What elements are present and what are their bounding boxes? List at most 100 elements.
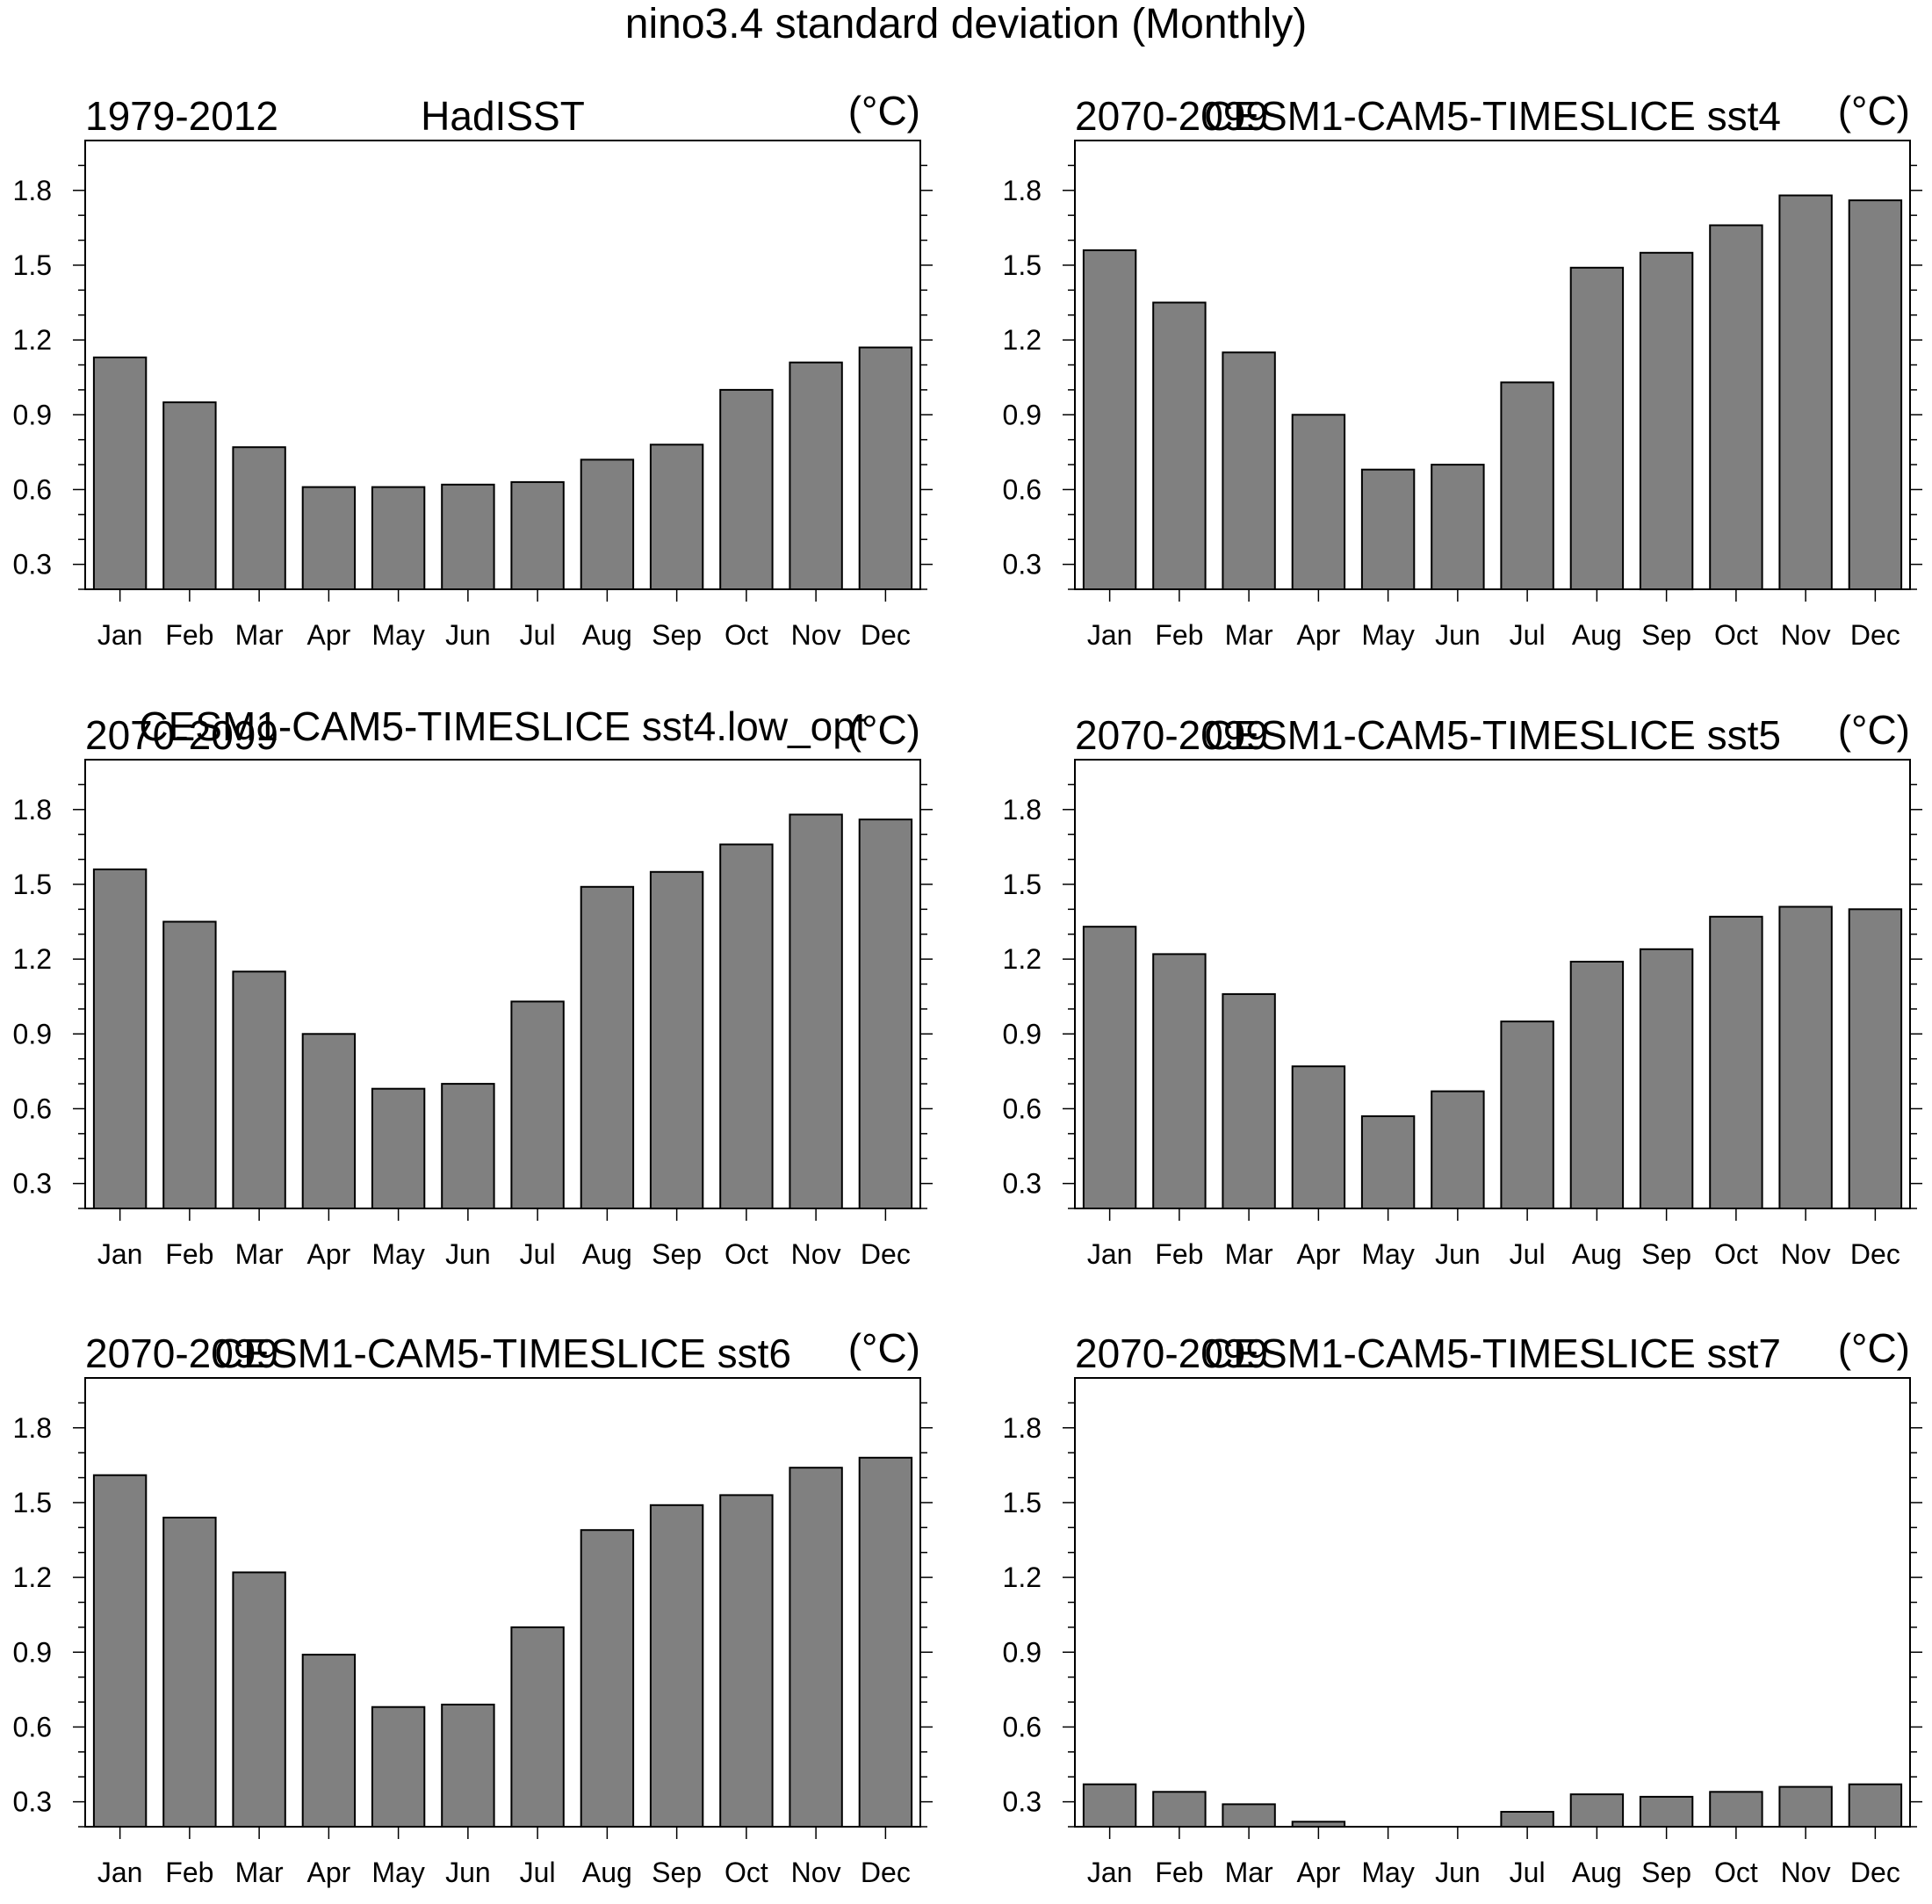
x-tick-label: Mar — [235, 619, 284, 651]
x-tick-label: Jun — [1435, 1238, 1481, 1270]
bar-mar — [1222, 1803, 1276, 1828]
y-tick-label: 1.2 — [1003, 324, 1042, 356]
panel-center-title: HadISST — [421, 93, 585, 139]
bar-oct — [719, 1494, 774, 1828]
bar-feb — [162, 1517, 217, 1828]
bar-aug — [1569, 1793, 1625, 1828]
bar-mar — [1222, 351, 1276, 590]
bar-dec — [858, 346, 913, 590]
panel-center-title: CESM1-CAM5-TIMESLICE sst4.low_opt — [139, 703, 866, 749]
x-tick-label: Oct — [724, 1238, 768, 1270]
x-tick-label: Nov — [1781, 1857, 1831, 1888]
x-tick-label: Aug — [582, 619, 632, 651]
panel-left-title: 1979-2012 — [85, 93, 278, 139]
bar-dec — [858, 819, 913, 1209]
bar-oct — [1709, 915, 1763, 1210]
x-tick-label: Feb — [1155, 1238, 1203, 1270]
x-tick-label: Sep — [652, 619, 702, 651]
x-tick-label: Feb — [165, 619, 213, 651]
y-tick-label: 0.3 — [13, 549, 52, 581]
x-tick-label: Feb — [1155, 619, 1203, 651]
x-tick-label: Jul — [1510, 619, 1546, 651]
x-tick-label: May — [1361, 619, 1414, 651]
x-tick-label: Aug — [1572, 619, 1622, 651]
y-tick-label: 1.2 — [13, 943, 52, 975]
bar-jun — [1431, 464, 1485, 590]
bar-jul — [1500, 1021, 1554, 1209]
bar-jul — [1500, 1811, 1554, 1828]
panel-center-title: CESM1-CAM5-TIMESLICE sst4 — [1204, 93, 1781, 139]
panel-units: (°C) — [848, 88, 920, 133]
x-tick-label: Jun — [445, 619, 491, 651]
bar-apr — [301, 486, 357, 590]
x-tick-label: Jan — [97, 1857, 143, 1888]
x-tick-label: Nov — [1781, 1238, 1831, 1270]
panel-center-title: CESM1-CAM5-TIMESLICE sst6 — [214, 1331, 791, 1376]
x-tick-label: Aug — [582, 1857, 632, 1888]
panel-left-title: 2070-2099 — [85, 1331, 278, 1376]
x-tick-label: Jan — [1087, 619, 1133, 651]
bar-feb — [162, 401, 217, 590]
bar-may — [1360, 1115, 1416, 1209]
x-tick-label: Dec — [1850, 1238, 1900, 1270]
x-tick-label: Oct — [1714, 1857, 1758, 1888]
y-tick-label: 1.2 — [13, 1561, 52, 1593]
x-tick-label: Nov — [791, 1238, 841, 1270]
panel-units: (°C) — [1838, 1325, 1910, 1371]
y-tick-label: 0.9 — [13, 399, 52, 430]
y-tick-label: 0.9 — [1003, 399, 1042, 430]
bar-feb — [1152, 1791, 1207, 1828]
x-tick-label: Jun — [1435, 1857, 1481, 1888]
y-tick-label: 0.3 — [13, 1786, 52, 1818]
x-tick-label: Apr — [1296, 619, 1340, 651]
panel-units: (°C) — [1838, 88, 1910, 133]
bar-feb — [1152, 953, 1207, 1210]
x-tick-label: Apr — [306, 1857, 350, 1888]
chart-panel-6: 0.3 0.6 0.9 1.2 1.5 1.8 Jan Feb Mar Apr May Jun Jul A… — [1003, 1325, 1922, 1888]
x-tick-label: Sep — [652, 1238, 702, 1270]
x-tick-label: Apr — [306, 1238, 350, 1270]
bar-jan — [92, 1474, 148, 1828]
y-tick-label: 0.9 — [13, 1018, 52, 1049]
bar-jul — [510, 1000, 565, 1210]
bar-oct — [1709, 1791, 1763, 1828]
bar-sep — [1639, 251, 1694, 591]
x-tick-label: Jun — [445, 1857, 491, 1888]
bar-oct — [719, 388, 774, 590]
bar-may — [1360, 468, 1416, 591]
panel-left-title: 2070-2099 — [1075, 1331, 1268, 1376]
x-tick-label: Apr — [1296, 1238, 1340, 1270]
bar-jun — [441, 1703, 495, 1828]
bar-feb — [1152, 301, 1207, 590]
bar-jan — [1082, 1783, 1137, 1828]
bar-nov — [1778, 905, 1833, 1209]
x-tick-label: Jan — [1087, 1857, 1133, 1888]
y-tick-label: 1.8 — [1003, 1412, 1042, 1444]
bar-may — [371, 486, 426, 590]
bar-jul — [510, 1626, 565, 1828]
x-tick-label: May — [1361, 1857, 1414, 1888]
bar-apr — [1291, 1065, 1346, 1209]
x-tick-label: Sep — [1641, 1238, 1691, 1270]
y-tick-label: 1.5 — [1003, 1487, 1042, 1518]
bar-feb — [162, 920, 217, 1209]
bar-mar — [232, 970, 286, 1210]
bar-may — [371, 1706, 426, 1828]
bar-dec — [1848, 1783, 1903, 1828]
x-tick-label: Aug — [1572, 1238, 1622, 1270]
x-tick-label: Jul — [1510, 1238, 1546, 1270]
y-tick-label: 1.5 — [1003, 869, 1042, 900]
bar-sep — [1639, 948, 1694, 1210]
bar-apr — [301, 1654, 357, 1828]
y-tick-label: 0.6 — [13, 473, 52, 505]
y-tick-label: 1.8 — [13, 1412, 52, 1444]
x-tick-label: Jul — [520, 1238, 556, 1270]
bar-jun — [441, 1083, 495, 1209]
y-tick-label: 1.5 — [1003, 249, 1042, 281]
x-tick-label: Mar — [235, 1238, 284, 1270]
panel-left-title: 2070-2099 — [1075, 93, 1268, 139]
bar-mar — [232, 1571, 286, 1828]
panel-center-title: CESM1-CAM5-TIMESLICE sst7 — [1204, 1331, 1781, 1376]
panel-units: (°C) — [848, 707, 920, 753]
bar-jun — [441, 483, 495, 590]
